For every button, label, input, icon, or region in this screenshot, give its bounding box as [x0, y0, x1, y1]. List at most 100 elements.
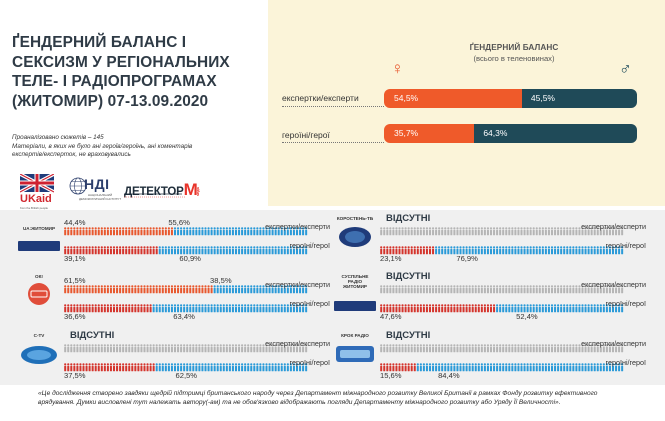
person-icon-male	[198, 246, 201, 255]
person-icon-female	[207, 285, 210, 294]
person-icon-absent	[602, 227, 605, 236]
person-icon-female	[422, 304, 425, 313]
person-icon-male	[259, 363, 262, 372]
person-icon-male	[274, 363, 277, 372]
person-icon-female	[64, 285, 67, 294]
person-icon-male	[596, 363, 599, 372]
person-icon-absent	[575, 344, 578, 353]
person-icon-male	[305, 363, 308, 372]
person-icon-male	[553, 246, 557, 255]
person-icon-male	[271, 227, 274, 236]
channel-name-line: ЖИТОМИР	[343, 284, 367, 290]
person-icon-female	[100, 227, 103, 236]
person-icon-female	[106, 285, 109, 294]
person-icon-female	[392, 304, 395, 313]
person-icon-male	[514, 304, 517, 313]
person-icon-male	[176, 246, 180, 255]
person-icon-absent	[88, 344, 91, 353]
person-icon-male	[225, 246, 228, 255]
pictogram-row-experts	[380, 344, 624, 353]
person-icon-male	[253, 246, 256, 255]
person-icon-female	[404, 363, 407, 372]
person-icon-absent	[441, 227, 444, 236]
experts-male-pct: 38,5%	[210, 276, 232, 285]
person-icon-male	[231, 304, 235, 313]
person-icon-male	[295, 227, 299, 236]
person-icon-female	[167, 227, 170, 236]
person-icon-male	[492, 363, 496, 372]
person-icon-absent	[587, 285, 590, 294]
person-icon-male	[477, 363, 480, 372]
person-icon-male	[250, 227, 253, 236]
person-icon-male	[538, 246, 541, 255]
person-icon-male	[477, 246, 480, 255]
person-icon-male	[584, 363, 587, 372]
person-icon-female	[140, 363, 143, 372]
person-icon-male	[176, 227, 180, 236]
person-icon-male	[289, 227, 292, 236]
person-icon-male	[526, 246, 529, 255]
person-icon-male	[253, 363, 256, 372]
person-icon-female	[407, 304, 410, 313]
person-icon-female	[155, 246, 158, 255]
person-icon-absent	[103, 344, 106, 353]
person-icon-absent	[265, 344, 268, 353]
person-icon-female	[106, 227, 109, 236]
person-icon-absent	[106, 344, 109, 353]
person-icon-male	[560, 246, 563, 255]
person-icon-female	[486, 304, 490, 313]
person-icon-female	[103, 363, 106, 372]
person-icon-male	[183, 304, 186, 313]
detector-logo-text: ДЕТЕКТОР	[124, 186, 184, 198]
heroes-female-pct: 15,6%	[380, 371, 402, 380]
person-icon-absent	[155, 344, 158, 353]
person-icon-female	[73, 285, 76, 294]
person-icon-male	[271, 304, 274, 313]
person-icon-absent	[447, 344, 450, 353]
person-icon-absent	[453, 285, 456, 294]
person-icon-absent	[520, 227, 523, 236]
person-icon-female	[410, 304, 413, 313]
person-icon-female	[398, 363, 401, 372]
person-icon-absent	[419, 227, 422, 236]
channel-block-ctv: С-TV	[14, 333, 334, 390]
person-icon-absent	[572, 344, 575, 353]
person-icon-male	[621, 246, 624, 255]
person-icon-male	[298, 285, 302, 294]
person-icon-female	[106, 363, 109, 372]
person-icon-absent	[431, 285, 435, 294]
person-icon-female	[134, 304, 137, 313]
person-icon-male	[155, 304, 158, 313]
person-icon-male	[250, 246, 253, 255]
person-icon-male	[250, 304, 253, 313]
person-icon-female	[407, 363, 410, 372]
person-icon-male	[253, 285, 256, 294]
person-icon-female	[180, 285, 183, 294]
person-icon-absent	[471, 285, 474, 294]
person-icon-male	[502, 246, 505, 255]
person-icon-female	[146, 227, 149, 236]
experts-absent-label: ВІДСУТНІ	[386, 330, 431, 341]
person-icon-absent	[134, 344, 137, 353]
person-icon-male	[186, 227, 189, 236]
person-icon-male	[256, 363, 259, 372]
balance-bar-male-segment: 64,3%	[474, 124, 637, 143]
person-icon-female	[125, 285, 128, 294]
person-icon-female	[115, 227, 119, 236]
person-icon-male	[201, 227, 204, 236]
person-icon-absent	[563, 344, 566, 353]
person-icon-female	[97, 227, 100, 236]
person-icon-female	[70, 227, 73, 236]
person-icon-male	[514, 363, 517, 372]
person-icon-male	[550, 363, 554, 372]
person-icon-male	[608, 304, 612, 313]
person-icon-male	[231, 363, 235, 372]
person-icon-female	[146, 363, 149, 372]
person-icon-absent	[520, 344, 523, 353]
person-icon-female	[112, 285, 116, 294]
person-icon-absent	[438, 227, 441, 236]
person-icon-male	[216, 304, 219, 313]
person-icon-absent	[514, 227, 517, 236]
person-icon-absent	[422, 285, 425, 294]
channel-block-suspilne: СУСПІЛЬНЕ РАДІО ЖИТОМИР	[330, 274, 650, 331]
